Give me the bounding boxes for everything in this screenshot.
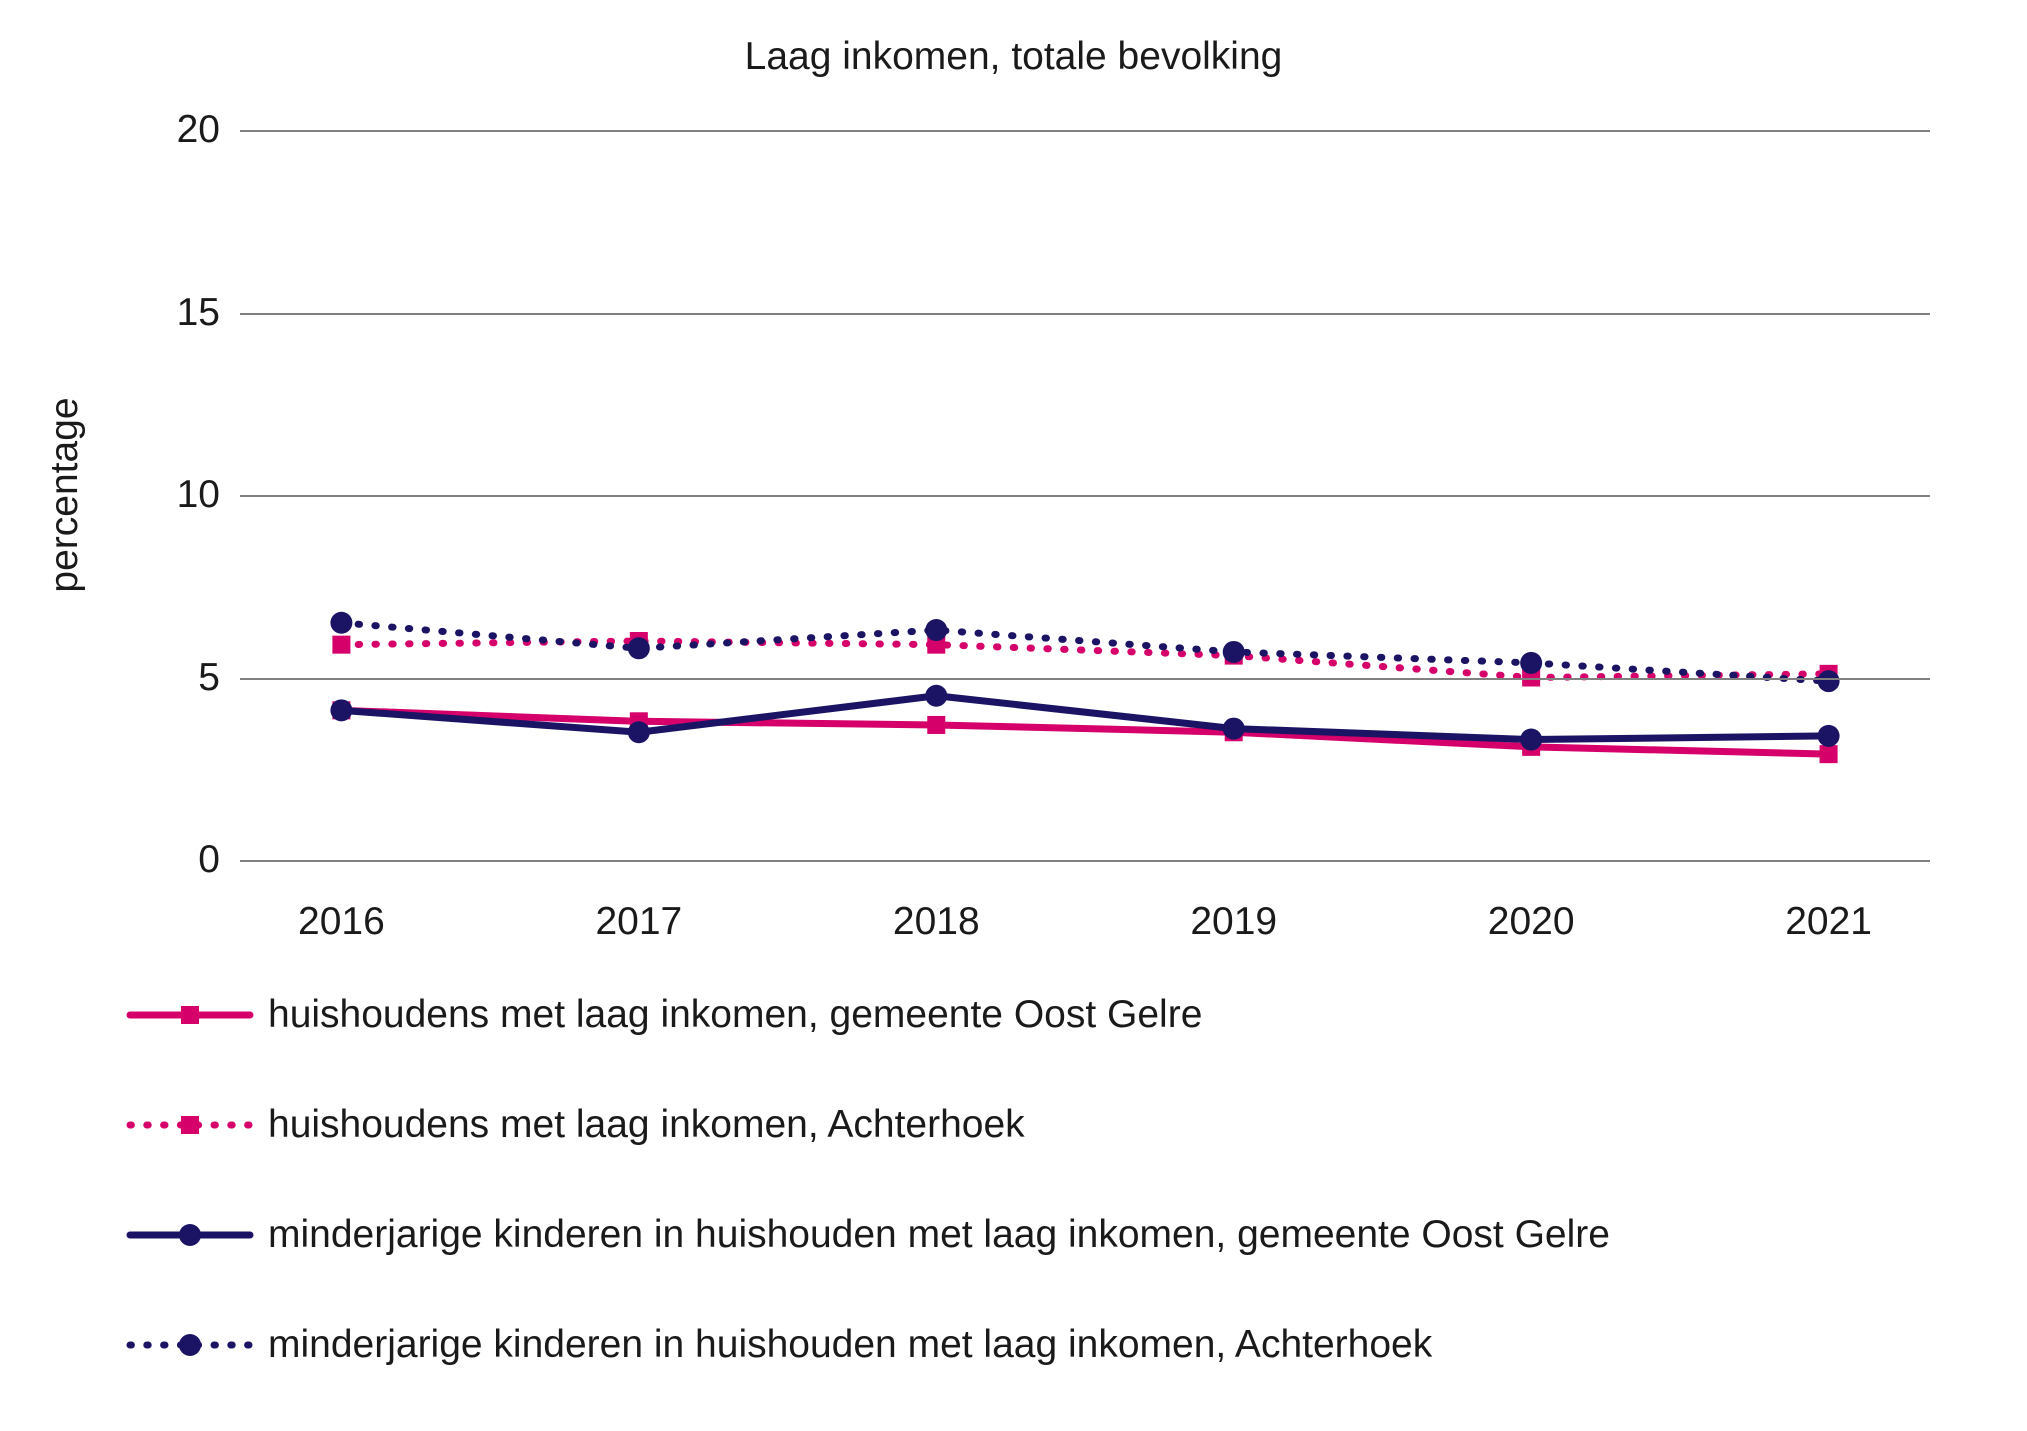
series-marker-children_achterhoek xyxy=(628,637,650,659)
y-axis-label: percentage xyxy=(43,397,87,592)
series-line-children_achterhoek xyxy=(341,623,1828,681)
legend: huishoudens met laag inkomen, gemeente O… xyxy=(130,960,1610,1400)
x-axis-baseline xyxy=(240,860,1930,862)
series-marker-households_oost_gelre xyxy=(1820,745,1838,763)
gridline xyxy=(240,313,1930,315)
legend-swatch xyxy=(130,1105,250,1145)
series-marker-children_oost_gelre xyxy=(1818,725,1840,747)
gridline xyxy=(240,130,1930,132)
chart-container: Laag inkomen, totale bevolking percentag… xyxy=(0,0,2027,1431)
chart-title: Laag inkomen, totale bevolking xyxy=(0,35,2027,79)
series-marker-children_achterhoek xyxy=(330,612,352,634)
legend-item-households_oost_gelre: huishoudens met laag inkomen, gemeente O… xyxy=(130,960,1610,1070)
series-marker-children_achterhoek xyxy=(1223,641,1245,663)
series-marker-children_oost_gelre xyxy=(1520,729,1542,751)
series-marker-children_oost_gelre xyxy=(925,685,947,707)
series-line-households_oost_gelre xyxy=(341,710,1828,754)
legend-swatch xyxy=(130,995,250,1035)
y-tick-label: 10 xyxy=(177,473,220,517)
gridline xyxy=(240,678,1930,680)
x-tick-label: 2016 xyxy=(298,900,385,944)
legend-label: huishoudens met laag inkomen, Achterhoek xyxy=(268,1103,1025,1147)
series-marker-children_achterhoek xyxy=(1520,652,1542,674)
y-tick-label: 0 xyxy=(198,838,220,882)
legend-label: minderjarige kinderen in huishouden met … xyxy=(268,1213,1610,1257)
y-tick-label: 20 xyxy=(177,108,220,152)
legend-item-children_oost_gelre: minderjarige kinderen in huishouden met … xyxy=(130,1180,1610,1290)
y-tick-label: 5 xyxy=(198,656,220,700)
series-marker-children_oost_gelre xyxy=(628,721,650,743)
legend-swatch xyxy=(130,1215,250,1255)
gridline xyxy=(240,495,1930,497)
series-line-households_achterhoek xyxy=(341,641,1828,678)
y-tick-label: 15 xyxy=(177,291,220,335)
x-tick-label: 2019 xyxy=(1190,900,1277,944)
x-tick-label: 2018 xyxy=(893,900,980,944)
legend-item-children_achterhoek: minderjarige kinderen in huishouden met … xyxy=(130,1290,1610,1400)
x-tick-label: 2017 xyxy=(595,900,682,944)
series-marker-children_achterhoek xyxy=(1818,670,1840,692)
series-marker-children_oost_gelre xyxy=(1223,718,1245,740)
series-marker-households_achterhoek xyxy=(332,636,350,654)
legend-label: huishoudens met laag inkomen, gemeente O… xyxy=(268,993,1202,1037)
legend-swatch xyxy=(130,1325,250,1365)
legend-label: minderjarige kinderen in huishouden met … xyxy=(268,1323,1432,1367)
legend-item-households_achterhoek: huishoudens met laag inkomen, Achterhoek xyxy=(130,1070,1610,1180)
x-tick-label: 2021 xyxy=(1785,900,1872,944)
series-marker-children_oost_gelre xyxy=(330,699,352,721)
series-marker-children_achterhoek xyxy=(925,619,947,641)
x-tick-label: 2020 xyxy=(1488,900,1575,944)
series-marker-households_oost_gelre xyxy=(927,716,945,734)
